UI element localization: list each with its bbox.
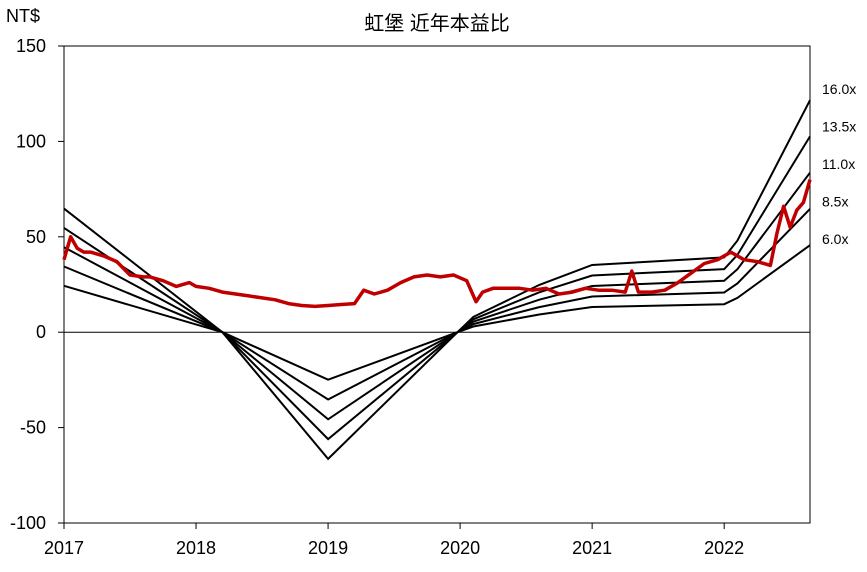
pe-band-label: 6.0x (822, 231, 848, 247)
pe-band-lines (63, 99, 811, 461)
y-axis-ticks: 150 100 50 0 -50 -100 (10, 36, 64, 533)
y-tick-label: 0 (36, 322, 46, 342)
x-tick-label: 2021 (572, 538, 612, 558)
y-tick-label: 50 (26, 227, 46, 247)
y-tick-label: -100 (10, 513, 46, 533)
y-axis-unit-label: NT$ (6, 6, 40, 26)
pe-band-line-13-5x (63, 135, 811, 441)
y-tick-label: 150 (16, 36, 46, 56)
pe-band-line-11-0x (63, 172, 811, 421)
x-tick-label: 2018 (176, 538, 216, 558)
pe-band-label: 8.5x (822, 194, 848, 210)
chart-title: 虹堡 近年本益比 (364, 12, 510, 35)
pe-band-line-6-0x (63, 244, 811, 381)
pe-band-labels: 16.0x 13.5x 11.0x 8.5x 6.0x (822, 81, 856, 247)
pe-band-label: 16.0x (822, 81, 856, 97)
x-tick-label: 2020 (440, 538, 480, 558)
price-line-group (62, 179, 812, 309)
y-tick-label: 100 (16, 131, 46, 151)
pe-band-label: 11.0x (822, 156, 855, 172)
pe-band-line-8-5x (63, 208, 811, 401)
plot-area-frame (63, 45, 811, 524)
price-line (62, 179, 812, 309)
x-axis-ticks: 2017 2018 2019 2020 2021 2022 (44, 523, 744, 558)
x-tick-label: 2019 (308, 538, 348, 558)
x-tick-label: 2022 (704, 538, 744, 558)
pe-band-label: 13.5x (822, 119, 856, 135)
y-tick-label: -50 (20, 418, 46, 438)
pe-band-line-16-0x (63, 99, 811, 461)
x-tick-label: 2017 (44, 538, 84, 558)
